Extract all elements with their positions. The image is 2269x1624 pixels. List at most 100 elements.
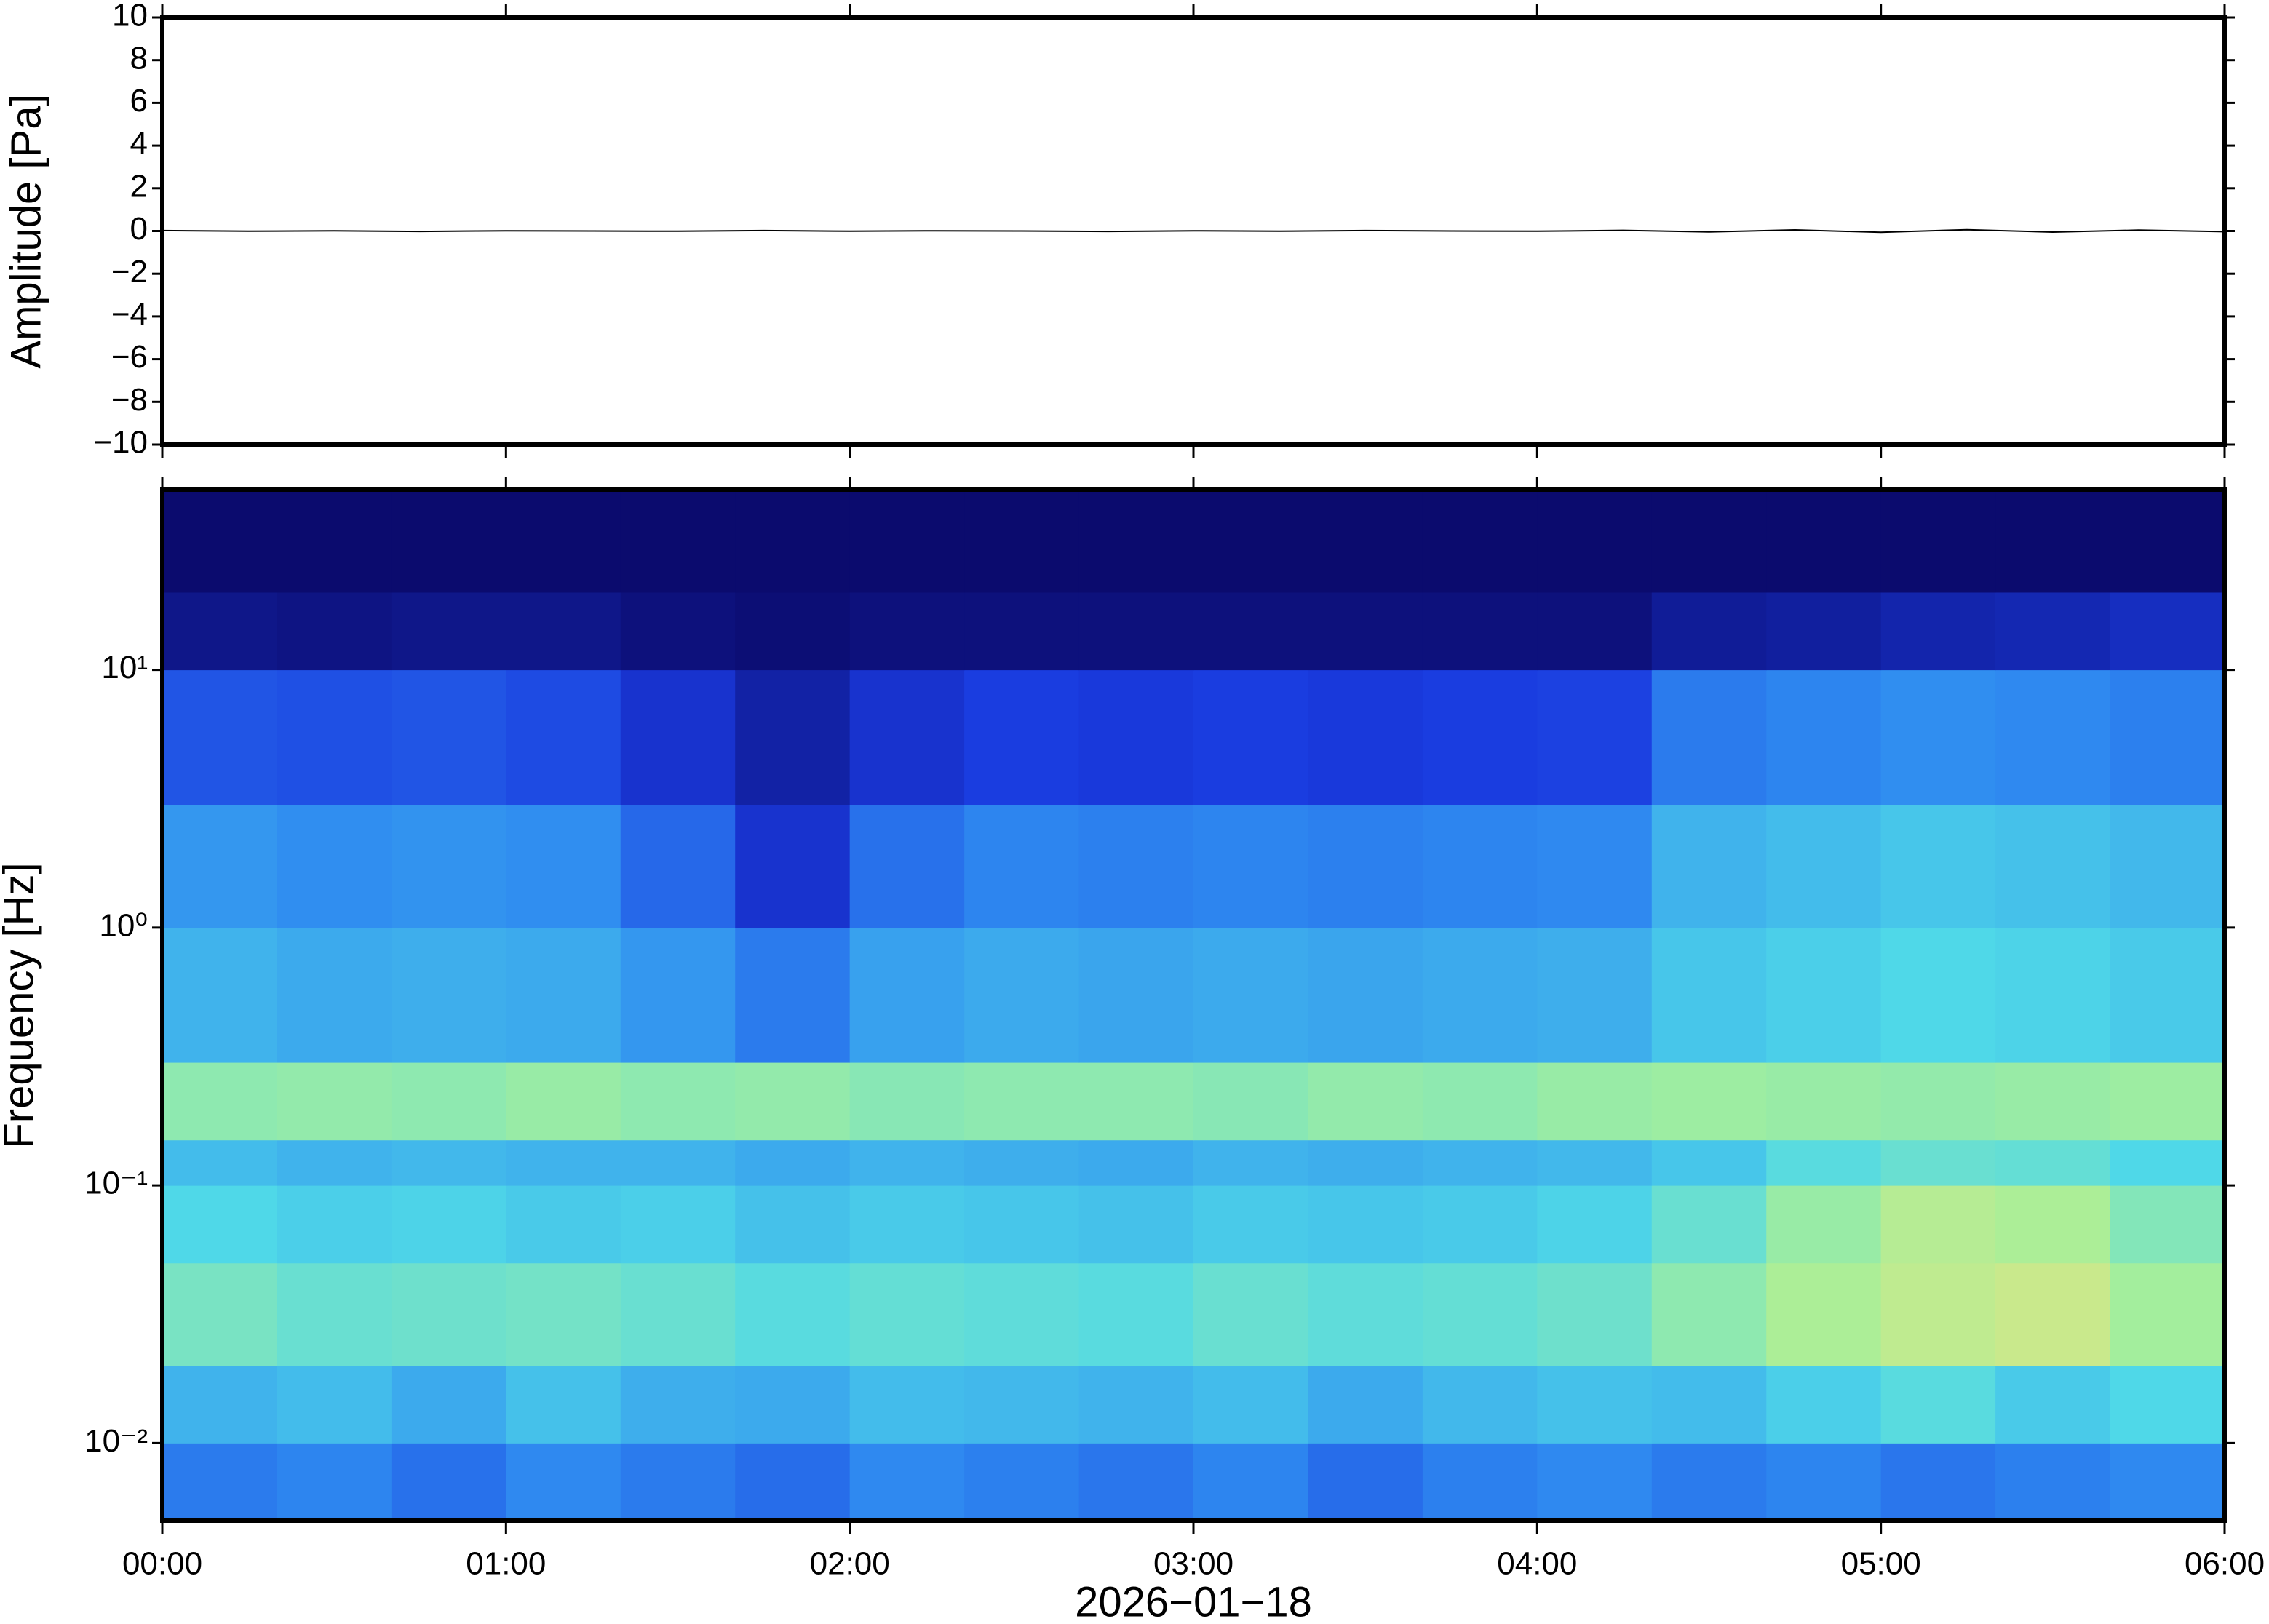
spectrogram-cell (964, 1443, 1080, 1521)
spectrogram-cell (964, 490, 1080, 593)
spectrogram-cell (1537, 490, 1653, 593)
spectrogram-cell (506, 1365, 621, 1444)
spectrogram-cell (735, 1443, 851, 1521)
spectrogram-cell (1078, 490, 1194, 593)
spectrogram-cell (1308, 1139, 1423, 1186)
spectrogram-cell (1308, 1365, 1423, 1444)
spectrogram-cell (391, 1262, 506, 1366)
spectrogram-cell (1880, 669, 1996, 805)
spectrogram-cell (391, 804, 506, 928)
spectrogram-cell (1537, 927, 1653, 1063)
spectrogram-cell (1193, 1062, 1308, 1141)
spectrogram-cell (1308, 1185, 1423, 1264)
spectrogram-cell (1880, 592, 1996, 671)
spectrogram-cell (1766, 927, 1882, 1063)
spectrogram-cell (277, 1062, 392, 1141)
spectrogram-cell (849, 1443, 965, 1521)
spectrogram-cell (849, 804, 965, 928)
spectrogram-cell (1537, 1062, 1653, 1141)
spectrogram-cell (1308, 592, 1423, 671)
spectrogram-cell (849, 669, 965, 805)
spectrogram-cell (2110, 1185, 2225, 1264)
spectrogram-cell (1078, 1262, 1194, 1366)
y-tick-label: −10 (93, 425, 148, 461)
spectrogram-cell (162, 1062, 277, 1141)
spectrogram-cell (1537, 1443, 1653, 1521)
spectrogram-cell (1880, 490, 1996, 593)
spectrogram-cell (1422, 490, 1538, 593)
x-tick-label: 01:00 (466, 1546, 546, 1582)
spectrogram-cell (2110, 804, 2225, 928)
spectrogram-cell (2110, 490, 2225, 593)
spectrogram-cell (162, 592, 277, 671)
spectrogram-cell (506, 592, 621, 671)
spectrogram-cell (1193, 1139, 1308, 1186)
spectrogram-cell (1651, 1062, 1767, 1141)
spectrogram-cell (277, 927, 392, 1063)
spectrogram-cell (1308, 804, 1423, 928)
y-tick-label: 2 (130, 168, 148, 204)
spectrogram-cell (1078, 669, 1194, 805)
spectrogram-cell (506, 1139, 621, 1186)
spectrogram-cell (277, 1365, 392, 1444)
spectrogram-cell (1766, 1139, 1882, 1186)
spectrogram-cell (620, 927, 736, 1063)
spectrogram-cell (1766, 592, 1882, 671)
spectrogram-cell (2110, 1139, 2225, 1186)
spectrogram-cell (162, 1443, 277, 1521)
spectrogram-cell (1078, 1139, 1194, 1186)
spectrogram-cell (1537, 804, 1653, 928)
spectrogram-cell (1078, 1185, 1194, 1264)
spectrogram-cell (1651, 490, 1767, 593)
x-tick-label: 06:00 (2185, 1546, 2265, 1582)
spectrogram-cell (964, 592, 1080, 671)
spectrogram-cell (1880, 1443, 1996, 1521)
spectrogram-cell (964, 669, 1080, 805)
spectrogram-cell (277, 592, 392, 671)
spectrogram-cell (2110, 927, 2225, 1063)
spectrogram-cell (277, 804, 392, 928)
spectrogram-cell (506, 1062, 621, 1141)
spectrogram-cell (1995, 592, 2111, 671)
spectrogram-cell (1651, 1262, 1767, 1366)
spectrogram-cell (735, 1185, 851, 1264)
spectrogram-cell (1193, 669, 1308, 805)
spectrogram-cell (620, 490, 736, 593)
spectrogram-cell (964, 1062, 1080, 1141)
spectrogram-cell (506, 1262, 621, 1366)
spectrogram-cell (1651, 1139, 1767, 1186)
spectrogram-cell (506, 669, 621, 805)
y-tick-label: −4 (111, 297, 148, 333)
y-tick-label: 4 (130, 126, 148, 162)
spectrogram-cell (735, 490, 851, 593)
spectrogram-cell (1078, 804, 1194, 928)
spectrogram-cell (620, 1185, 736, 1264)
spectrogram-cell (849, 927, 965, 1063)
spectrogram-cell (162, 1365, 277, 1444)
spectrogram-cell (735, 1365, 851, 1444)
spectrogram-cell (964, 1262, 1080, 1366)
spectrogram-cell (849, 1262, 965, 1366)
spectrogram-cell (1422, 1185, 1538, 1264)
spectrogram-cell (1995, 1365, 2111, 1444)
spectrogram-cell (162, 1139, 277, 1186)
y-tick-label: 6 (130, 83, 148, 119)
spectrogram-cell (1880, 1365, 1996, 1444)
spectrogram-cell (849, 1062, 965, 1141)
spectrogram-cell (1193, 1365, 1308, 1444)
spectrogram-cell (1995, 669, 2111, 805)
y-tick-label: 10¹ (101, 650, 148, 685)
spectrogram-cell (964, 1139, 1080, 1186)
spectrogram-cell (391, 490, 506, 593)
spectrogram-cell (1422, 1365, 1538, 1444)
spectrogram-cell (735, 1262, 851, 1366)
spectrogram-cell (1651, 1365, 1767, 1444)
spectrogram-cell (506, 1443, 621, 1521)
spectrogram-cell (1995, 1185, 2111, 1264)
spectrogram-cell (2110, 1062, 2225, 1141)
spectrogram-cell (1995, 804, 2111, 928)
spectrogram-cell (849, 592, 965, 671)
spectrogram-cell (1880, 1139, 1996, 1186)
spectrogram-cell (1995, 1062, 2111, 1141)
spectrogram-cell (735, 669, 851, 805)
